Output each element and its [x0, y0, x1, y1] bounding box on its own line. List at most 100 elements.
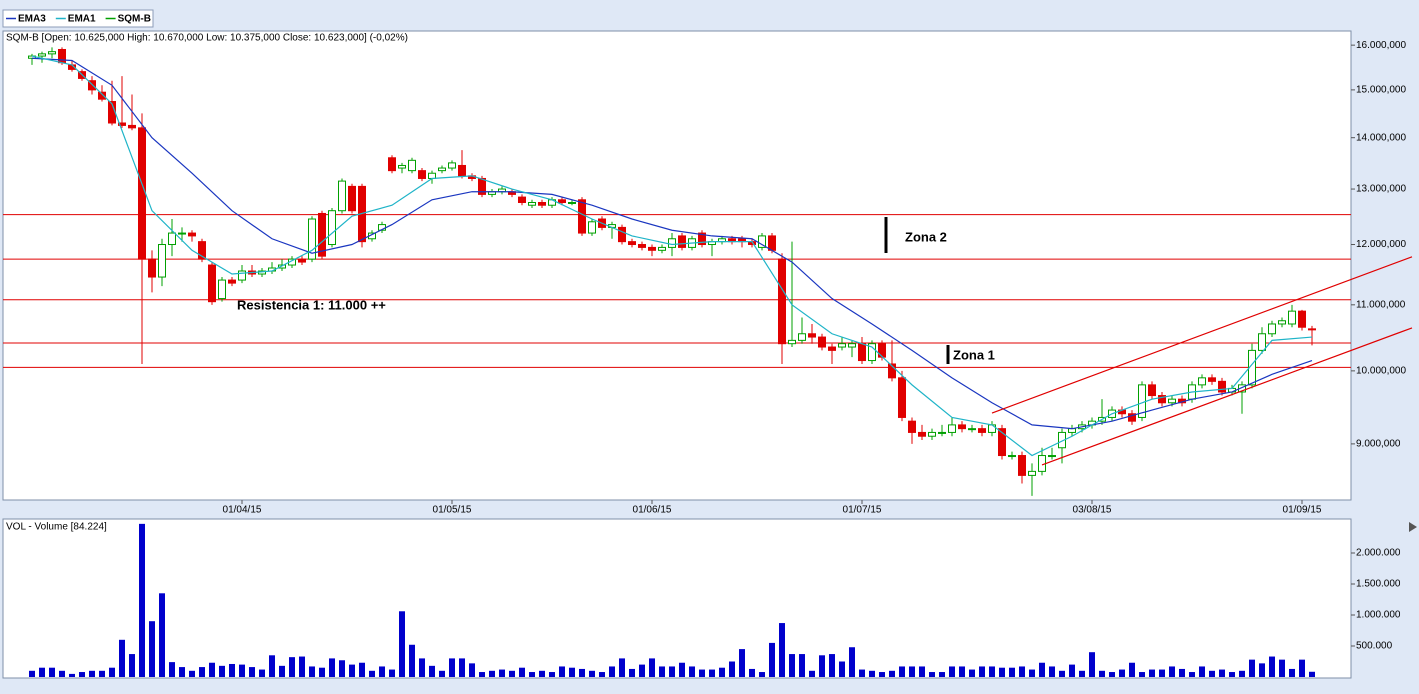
candle-body [828, 346, 836, 351]
volume-bar [169, 662, 175, 677]
y-tick-label: 14.000,000 [1356, 132, 1406, 143]
candle-body [1288, 310, 1296, 325]
y-tick-label: 2.000.000 [1356, 548, 1401, 559]
volume-bar [719, 667, 725, 677]
candle-body [48, 51, 56, 55]
candle-body [58, 48, 66, 64]
candle-body [428, 172, 436, 179]
volume-bar [179, 667, 185, 677]
volume-bar [949, 666, 955, 677]
candle-body [218, 279, 226, 300]
candle-body [778, 258, 786, 345]
candle-body [308, 218, 316, 260]
volume-bar [1009, 667, 1015, 677]
candle-body [418, 170, 426, 179]
volume-bar [149, 621, 155, 677]
volume-bar [579, 668, 585, 677]
volume-bar [1199, 666, 1205, 677]
candle-body [1058, 431, 1066, 449]
volume-bar [669, 666, 675, 677]
candle-body [188, 232, 196, 237]
volume-bar [1239, 670, 1245, 677]
volume-bar [79, 672, 85, 677]
legend-label: SQM-B [118, 14, 151, 25]
volume-bar [839, 661, 845, 677]
y-tick-label: 15.000,000 [1356, 85, 1406, 96]
volume-bar [1089, 652, 1095, 677]
volume-bar [59, 670, 65, 677]
ema-line [31, 57, 1313, 430]
volume-bar [139, 523, 145, 677]
scroll-arrow[interactable] [1409, 522, 1417, 532]
volume-bar [809, 670, 815, 677]
x-tick-label: 01/07/15 [843, 505, 882, 516]
volume-info: VOL - Volume [84.224] [6, 522, 107, 533]
volume-bar [709, 669, 715, 677]
x-tick-label: 01/09/15 [1283, 505, 1322, 516]
volume-bar [1299, 659, 1305, 677]
candle-body [678, 235, 686, 248]
x-tick-label: 01/05/15 [433, 505, 472, 516]
volume-bar [1029, 669, 1035, 677]
volume-bar [699, 669, 705, 677]
y-tick-label: 13.000,000 [1356, 184, 1406, 195]
plot-layer: 9.000,000 10.000,000 11.000,000 12.000,000 1… [3, 14, 1413, 677]
candle-body [1208, 377, 1216, 382]
candle-body [838, 343, 846, 348]
candle-body [808, 333, 816, 338]
candle-body [998, 428, 1006, 457]
volume-bar [39, 667, 45, 677]
volume-bar [439, 670, 445, 677]
candle-body [38, 53, 46, 57]
volume-bar [99, 670, 105, 677]
volume-panel [2, 518, 1352, 679]
candle-body [1048, 455, 1056, 458]
candle-body [938, 431, 946, 434]
candle-body [1198, 377, 1206, 386]
candle-body [588, 221, 596, 234]
volume-bar [489, 670, 495, 677]
volume-bar [989, 666, 995, 677]
volume-bar [69, 673, 75, 677]
candle-body [1128, 413, 1136, 422]
candle-body [198, 241, 206, 260]
candle-body [338, 180, 346, 212]
candle-body [638, 244, 646, 248]
volume-bar [589, 670, 595, 677]
candle-body [578, 199, 586, 234]
volume-bar [269, 655, 275, 677]
candle-body [478, 177, 486, 195]
volume-bar [1049, 666, 1055, 677]
volume-bar [1259, 663, 1265, 677]
candle-body [968, 428, 976, 431]
candle-body [388, 157, 396, 172]
volume-bar [919, 666, 925, 677]
volume-bar [339, 660, 345, 677]
y-tick-label: 1.000.000 [1356, 610, 1401, 621]
legend-label: EMA3 [18, 14, 46, 25]
candle-body [758, 235, 766, 248]
candle-body [1238, 384, 1246, 393]
volume-bar [539, 670, 545, 677]
candle-body [298, 258, 306, 263]
price-panel [2, 30, 1352, 501]
volume-bar [1099, 670, 1105, 677]
volume-bar [279, 665, 285, 677]
legend-box [2, 9, 154, 28]
candle-body [1158, 395, 1166, 404]
candle-body [628, 241, 636, 246]
trend-line [1041, 327, 1413, 466]
candle-body [1028, 470, 1036, 476]
price-info: SQM-B [Open: 10.625,000 High: 10.670,000… [6, 33, 408, 44]
volume-bar [299, 656, 305, 677]
volume-bar [1179, 668, 1185, 677]
volume-bar [569, 667, 575, 677]
candle-body [228, 279, 236, 284]
volume-bar [999, 667, 1005, 677]
candle-body [948, 424, 956, 433]
volume-bar [89, 670, 95, 677]
volume-bar [409, 644, 415, 677]
volume-bar [199, 667, 205, 677]
candle-body [98, 91, 106, 100]
